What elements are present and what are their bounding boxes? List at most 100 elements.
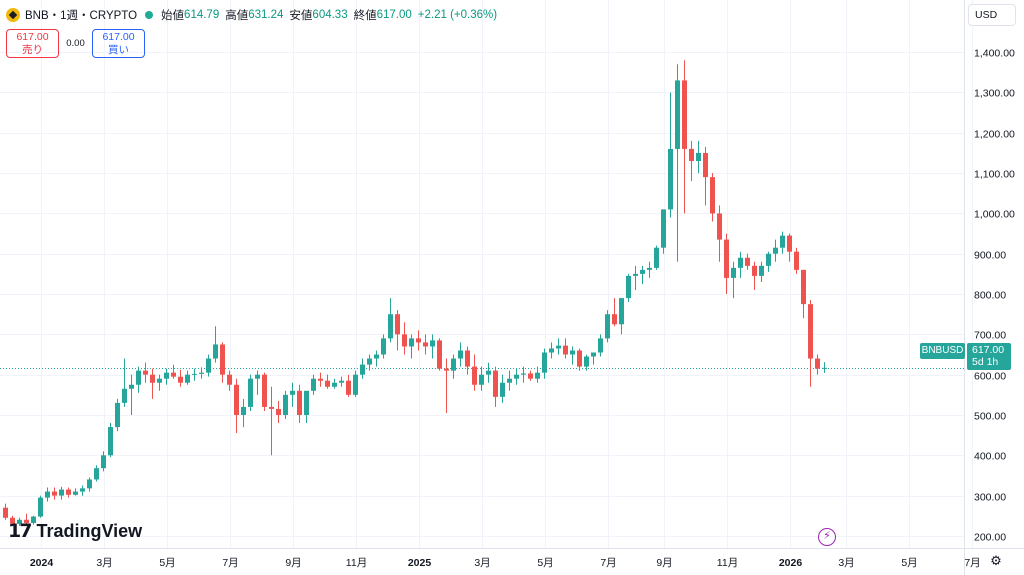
- x-tick-label: 3月: [838, 557, 854, 569]
- candle-down: [3, 503, 8, 520]
- candle-down: [745, 253, 750, 270]
- symbol-title[interactable]: BNB・1週・CRYPTO: [25, 10, 138, 22]
- currency-selector[interactable]: USD: [968, 4, 1016, 26]
- candle-body: [269, 406, 274, 409]
- candle-down: [227, 370, 232, 391]
- candle-body: [759, 265, 764, 276]
- candle-body: [640, 269, 645, 274]
- symbol-price-label: BNBUSD: [920, 343, 965, 359]
- candle-up: [339, 376, 344, 387]
- candle-down: [297, 384, 302, 424]
- candle-up: [73, 488, 78, 496]
- candle-up: [654, 245, 659, 270]
- candle-body: [661, 209, 666, 248]
- candle-body: [689, 148, 694, 162]
- candle-body: [542, 352, 547, 373]
- candle-body: [822, 367, 827, 369]
- candle-body: [115, 402, 120, 428]
- candle-body: [339, 380, 344, 383]
- candle-up: [80, 485, 85, 496]
- candle-body: [227, 374, 232, 385]
- candle-down: [269, 386, 274, 456]
- candle-up: [311, 374, 316, 395]
- sell-button[interactable]: 617.00 売り: [6, 29, 59, 58]
- sell-price: 617.00: [16, 31, 49, 43]
- candle-body: [794, 251, 799, 270]
- candle-body: [52, 491, 57, 496]
- tradingview-watermark[interactable]: 17 TradingView: [8, 520, 142, 542]
- candle-body: [3, 507, 8, 518]
- candle-up: [486, 362, 491, 383]
- candle-body: [514, 374, 519, 379]
- candle-body: [591, 352, 596, 357]
- candle-down: [689, 140, 694, 182]
- candle-up: [31, 515, 36, 525]
- candle-up: [122, 358, 127, 407]
- y-tick-label: 1,300.00: [974, 88, 1015, 100]
- candle-down: [220, 342, 225, 383]
- y-tick-label: 1,100.00: [974, 169, 1015, 181]
- candle-down: [171, 364, 176, 379]
- candle-up: [731, 261, 736, 299]
- candle-up: [479, 366, 484, 391]
- candle-body: [87, 479, 92, 489]
- candle-body: [409, 338, 414, 347]
- buy-button[interactable]: 617.00 買い: [92, 29, 145, 58]
- candle-up: [101, 451, 106, 472]
- candle-body: [24, 519, 29, 524]
- candle-up: [374, 350, 379, 367]
- candle-down: [10, 515, 15, 526]
- candle-up: [290, 382, 295, 407]
- chart-legend: BNB・1週・CRYPTO 始値 614.79 高値 631.24 安値 604.33…: [6, 6, 497, 24]
- candle-up: [570, 346, 575, 365]
- candle-up: [542, 348, 547, 379]
- candle-body: [780, 235, 785, 248]
- candle-body: [367, 358, 372, 365]
- candle-body: [633, 273, 638, 276]
- candle-up: [248, 374, 253, 411]
- lightning-icon[interactable]: ⚡: [818, 528, 836, 546]
- settings-gear-icon[interactable]: ⚙: [990, 553, 1002, 568]
- tradingview-logo-icon: 17: [8, 520, 32, 542]
- candles: [3, 60, 827, 526]
- candle-up: [591, 352, 596, 365]
- candle-body: [472, 366, 477, 385]
- candle-body: [773, 247, 778, 254]
- bar-countdown: 5d 1h: [972, 356, 999, 368]
- candle-body: [444, 368, 449, 371]
- candle-body: [647, 267, 652, 270]
- candle-down: [682, 60, 687, 214]
- candle-body: [682, 80, 687, 149]
- close-value: 617.00: [376, 9, 412, 21]
- last-price-tag: 617.00 5d 1h: [967, 343, 1011, 370]
- candle-body: [241, 406, 246, 415]
- candle-body: [164, 372, 169, 379]
- candle-up: [241, 398, 246, 428]
- candle-down: [262, 372, 267, 411]
- candle-body: [801, 269, 806, 305]
- candle-up: [185, 370, 190, 385]
- candle-body: [493, 370, 498, 397]
- market-status-icon: [145, 11, 154, 19]
- open-label: 始値: [161, 10, 185, 22]
- candle-body: [612, 314, 617, 325]
- candle-body: [528, 373, 533, 379]
- y-tick-label: 1,000.00: [974, 209, 1015, 221]
- x-tick-label: 9月: [656, 557, 672, 569]
- candle-body: [185, 374, 190, 383]
- candle-down: [150, 368, 155, 399]
- candle-body: [423, 342, 428, 347]
- candle-up: [115, 398, 120, 432]
- candle-body: [136, 370, 141, 385]
- candle-up: [38, 495, 43, 518]
- candle-body: [262, 374, 267, 407]
- candle-body: [234, 384, 239, 415]
- candle-up: [304, 390, 309, 424]
- candle-body: [479, 374, 484, 385]
- candle-up: [451, 354, 456, 379]
- candle-body: [731, 267, 736, 278]
- candle-body: [346, 380, 351, 395]
- candle-up: [759, 261, 764, 282]
- candle-down: [416, 330, 421, 351]
